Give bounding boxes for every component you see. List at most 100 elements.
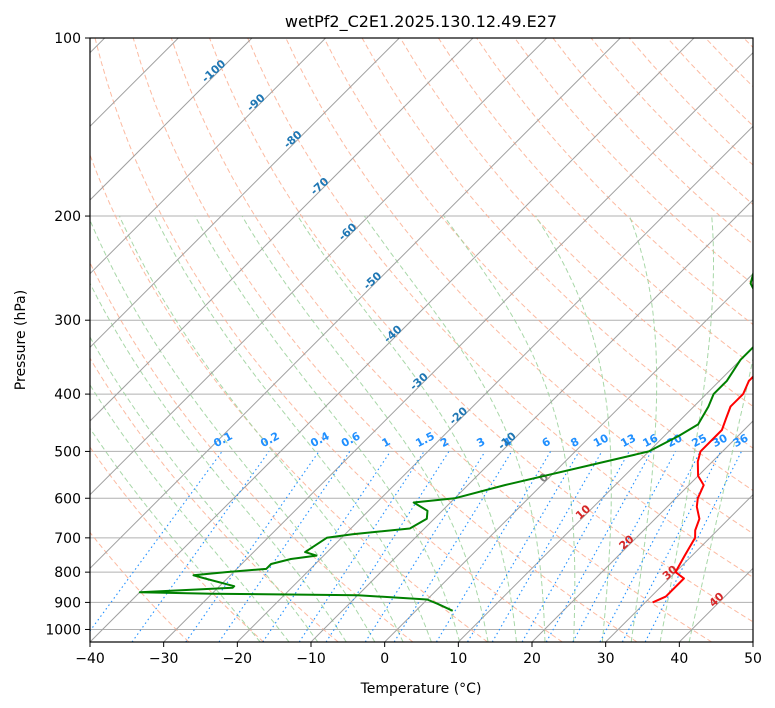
- isotherm-label: 20: [617, 532, 637, 552]
- isotherm-line: [457, 346, 753, 642]
- moist-adiabat: [443, 215, 576, 642]
- y-tick-label: 300: [54, 313, 81, 329]
- isotherm-line: [90, 38, 695, 642]
- mixing-ratio-line: [185, 451, 320, 642]
- dry-adiabat: [399, 38, 753, 408]
- y-tick-label: 800: [54, 565, 81, 581]
- isotherm-line: [90, 38, 327, 275]
- mixing-ratio-line: [364, 451, 486, 642]
- mixing-ratio-line: [491, 451, 603, 642]
- moist-adiabat: [154, 215, 432, 642]
- mixing-ratio-line: [572, 451, 677, 642]
- y-axis-label: Pressure (hPa): [13, 290, 29, 390]
- x-tick-label: −40: [75, 651, 105, 667]
- isotherm-label: -90: [244, 91, 268, 114]
- isotherm-label: -100: [199, 57, 228, 85]
- mixing-ratio-line: [621, 451, 722, 642]
- isotherm-line: [90, 38, 548, 496]
- x-tick-label: 0: [380, 651, 389, 667]
- mixing-ratio-label: 13: [618, 431, 638, 450]
- dry-adiabat: [170, 38, 712, 642]
- moist-adiabat: [688, 356, 753, 642]
- moist-adiabat: [297, 215, 517, 642]
- isotherm-label: -60: [336, 220, 360, 243]
- mixing-ratio-label: 10: [591, 431, 611, 450]
- moist-adiabat: [629, 215, 658, 642]
- mixing-ratio-line: [298, 451, 425, 642]
- dry-adiabat: [132, 38, 638, 642]
- y-tick-label: 500: [54, 444, 81, 460]
- dry-adiabat: [90, 357, 339, 642]
- mixing-ratio-label: 25: [690, 431, 710, 450]
- dry-adiabat: [209, 38, 753, 623]
- temperature-line: [652, 375, 753, 604]
- dry-adiabat: [90, 531, 190, 642]
- mixing-ratio-line: [545, 451, 652, 642]
- isotherm-label: -10: [495, 429, 519, 452]
- y-tick-label: 1000: [45, 622, 81, 638]
- isotherm-label: 40: [707, 590, 727, 610]
- isotherm-line: [752, 641, 753, 642]
- isotherm-line: [90, 38, 400, 349]
- moist-adiabat: [90, 427, 261, 642]
- isotherm-line: [678, 567, 753, 642]
- isotherm-label: 10: [573, 502, 593, 522]
- x-tick-label: 50: [744, 651, 762, 667]
- mixing-ratio-label: 0.2: [258, 429, 281, 450]
- isotherm-line: [90, 38, 253, 201]
- mixing-ratio-label: 36: [731, 431, 751, 450]
- x-axis-label: Temperature (°C): [360, 681, 482, 697]
- mixing-ratio-label: 1.5: [413, 429, 436, 450]
- mixing-ratio-label: 16: [641, 431, 661, 450]
- mixing-ratio-line: [435, 451, 552, 642]
- moist-adiabat: [363, 215, 546, 642]
- dry-adiabat: [590, 38, 753, 206]
- x-tick-label: 20: [523, 651, 541, 667]
- mixing-ratio-line: [262, 451, 391, 642]
- mixing-ratio-label: 0.1: [211, 429, 234, 450]
- chart-title: wetPf2_C2E1.2025.130.12.49.E27: [285, 12, 557, 32]
- plot-frame: [89, 37, 754, 643]
- mixing-ratio-label: 2: [438, 435, 451, 450]
- dry-adiabat: [552, 38, 753, 245]
- moist-adiabat: [194, 215, 461, 642]
- mixing-ratio-label: 6: [540, 435, 553, 450]
- moist-adiabat: [241, 215, 489, 642]
- dry-adiabat: [90, 261, 414, 642]
- x-tick-label: 40: [670, 651, 688, 667]
- mixing-ratio-line: [131, 451, 270, 642]
- mixing-ratio-line: [467, 451, 580, 642]
- mixing-ratio-line: [599, 451, 701, 642]
- isotherm-line: [384, 272, 753, 642]
- dry-adiabat: [361, 38, 753, 449]
- dry-adiabat: [323, 38, 753, 492]
- mixing-ratio-line: [90, 451, 223, 632]
- isotherm-line: [90, 38, 474, 422]
- isotherm-label: -80: [281, 128, 305, 151]
- y-tick-label: 600: [54, 491, 81, 507]
- plot-area: 0.1 0.2 0.4 0.6 1 1.5 2 3 4 6 8 10 13 16 20 25 30 36-100-…: [90, 38, 753, 642]
- isotherm-label: -30: [407, 370, 431, 393]
- y-tick-label: 900: [54, 595, 81, 611]
- mixing-ratio-label: 3: [474, 435, 487, 450]
- mixing-ratio-line: [218, 451, 351, 642]
- isotherm-line: [236, 125, 753, 642]
- mixing-ratio-line: [521, 451, 630, 642]
- isotherm-line: [163, 51, 753, 642]
- x-tick-label: −10: [296, 651, 326, 667]
- dry-adiabat: [90, 153, 488, 642]
- isotherm-label: -70: [308, 175, 332, 198]
- moist-adiabat: [535, 215, 612, 642]
- moist-adiabat: [118, 215, 404, 642]
- y-tick-label: 100: [54, 31, 81, 47]
- mixing-ratio-line: [393, 451, 513, 642]
- dry-adiabat: [743, 38, 753, 49]
- moist-adiabat: [90, 218, 376, 642]
- isotherm-line: [310, 199, 753, 642]
- isotherm-label: -50: [361, 269, 385, 292]
- isotherm-line: [90, 38, 621, 570]
- dry-adiabat: [437, 38, 753, 366]
- isotherm-line: [605, 493, 753, 642]
- x-tick-label: −30: [149, 651, 179, 667]
